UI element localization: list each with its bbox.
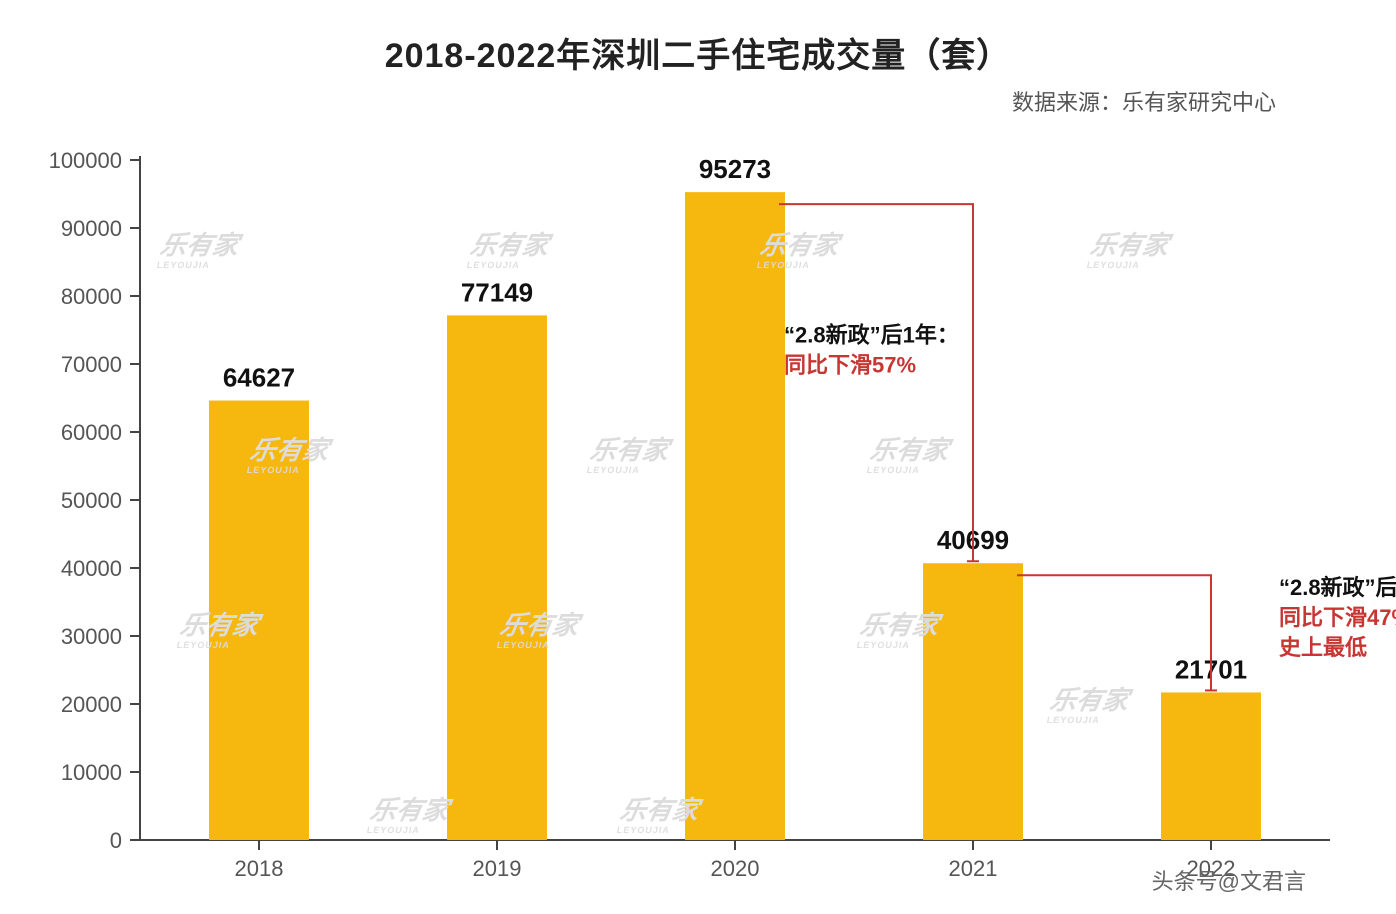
bar: [209, 401, 309, 840]
annotation-text: 史上最低: [1279, 635, 1367, 660]
bar-chart: 0 10000 20000 30000 40000 50000 60000 70000 8000…: [0, 0, 1396, 914]
bar: [1161, 692, 1261, 840]
y-tick-label: 90000: [61, 216, 122, 241]
x-tick-label: 2019: [473, 856, 522, 881]
annotation-text: 同比下滑47%，: [1279, 605, 1396, 630]
y-tick-label: 40000: [61, 556, 122, 581]
y-tick-label: 60000: [61, 420, 122, 445]
bar: [923, 563, 1023, 840]
bar: [685, 192, 785, 840]
bar-value-label: 64627: [223, 363, 295, 393]
y-tick-label: 70000: [61, 352, 122, 377]
x-tick-label: 2021: [949, 856, 998, 881]
annotation-text: 同比下滑57%: [784, 353, 916, 378]
y-tick-label: 0: [110, 828, 122, 853]
annotation-text: “2.8新政”后2年：: [1279, 575, 1396, 600]
bar-value-label: 77149: [461, 277, 533, 307]
y-tick-label: 30000: [61, 624, 122, 649]
x-tick-label: 2020: [711, 856, 760, 881]
y-tick-label: 50000: [61, 488, 122, 513]
y-tick-label: 20000: [61, 692, 122, 717]
annotation-text: “2.8新政”后1年：: [784, 323, 959, 348]
y-tick-label: 80000: [61, 284, 122, 309]
footer-credit: 头条号@文君言: [1152, 864, 1306, 896]
bar-value-label: 95273: [699, 154, 771, 184]
x-tick-label: 2018: [235, 856, 284, 881]
y-tick-label: 10000: [61, 760, 122, 785]
annotation-bracket: [779, 204, 973, 561]
y-tick-label: 100000: [49, 148, 122, 173]
bar: [447, 315, 547, 840]
